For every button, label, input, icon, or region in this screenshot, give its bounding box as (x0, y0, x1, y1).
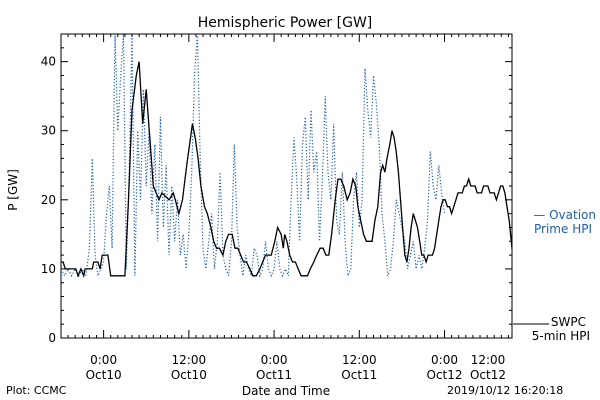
legend-ovation-label-2: Prime HPI (534, 222, 592, 236)
x-tick-date-label: Oct10 (171, 368, 207, 382)
x-axis: 0:00Oct1012:00Oct100:00Oct1112:00Oct110:… (60, 34, 509, 382)
x-tick-time-label: 0:00 (431, 353, 458, 367)
x-tick-time-label: 12:00 (342, 353, 377, 367)
x-axis-label: Date and Time (242, 384, 330, 398)
ovation-prime-line (61, 34, 446, 279)
x-tick-time-label: 12:00 (471, 353, 506, 367)
legend-swpc-label: SWPC (551, 315, 586, 329)
x-tick-date-label: Oct11 (256, 368, 292, 382)
chart-title: Hemispheric Power [GW] (198, 15, 373, 31)
y-tick-label: 20 (41, 193, 56, 207)
y-tick-label: 10 (41, 262, 56, 276)
plot-timestamp: 2019/10/12 16:20:18 (447, 384, 564, 397)
y-tick-label: 40 (41, 55, 56, 69)
y-axis-label: P [GW] (6, 169, 20, 211)
x-tick-time-label: 0:00 (90, 353, 117, 367)
x-tick-time-label: 0:00 (261, 353, 288, 367)
swpc-hpi-line (61, 61, 512, 279)
y-tick-label: 30 (41, 124, 56, 138)
x-tick-date-label: Oct10 (86, 368, 122, 382)
ovation-prime-series (61, 34, 446, 279)
legend-swpc-label-2: 5-min HPI (532, 329, 590, 343)
plot-credit: Plot: CCMC (6, 384, 67, 397)
swpc-hpi-series (61, 61, 512, 279)
x-tick-time-label: 12:00 (172, 353, 207, 367)
y-tick-label: 0 (48, 331, 56, 345)
x-tick-date-label: Oct11 (341, 368, 377, 382)
x-tick-date-label: Oct12 (427, 368, 463, 382)
x-tick-date-label: Oct12 (470, 368, 506, 382)
legend-ovation-label: — Ovation (533, 208, 596, 222)
y-axis: 0 10 20 30 40 (41, 47, 512, 345)
